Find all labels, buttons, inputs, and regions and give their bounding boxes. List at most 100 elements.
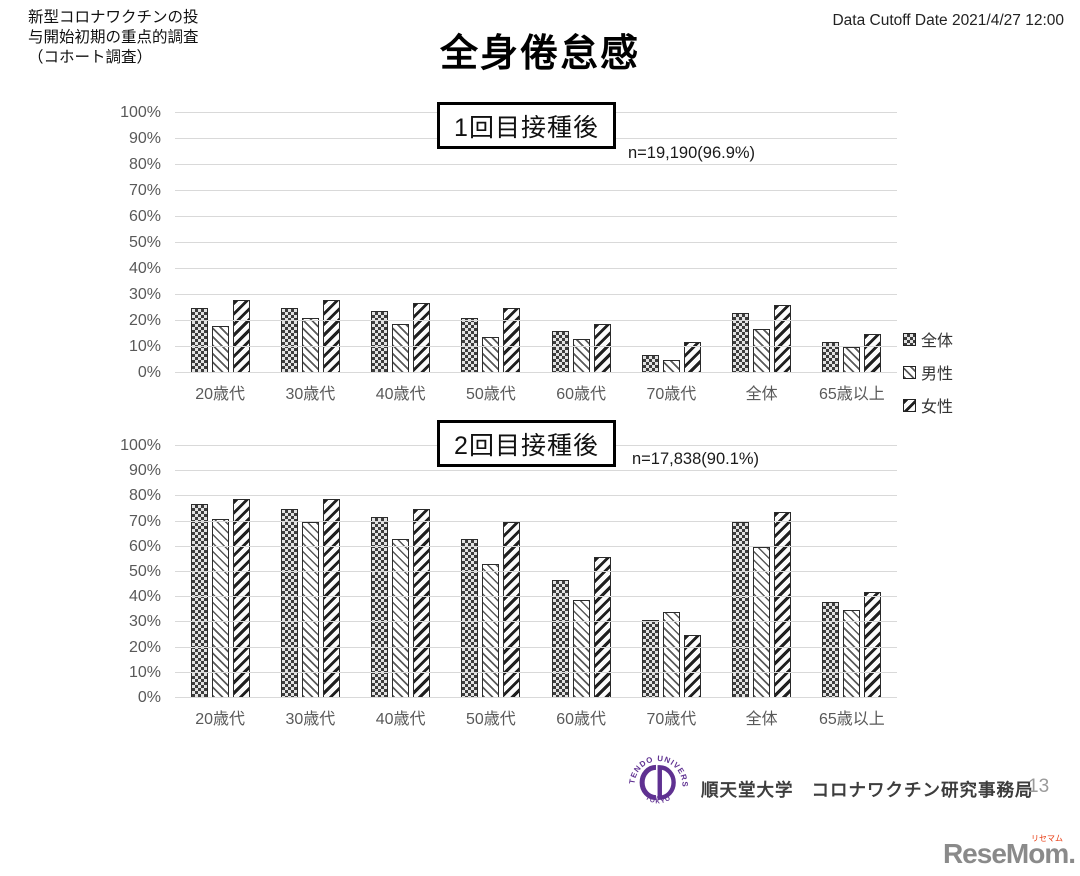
y-tick-label: 60%	[128, 208, 161, 225]
bar-女性-40歳代	[413, 509, 431, 698]
resemom-ruby: リセマム	[1031, 834, 1063, 843]
bar-group-65歳以上	[807, 113, 897, 373]
gridline	[175, 164, 897, 165]
y-tick-label: 0%	[137, 364, 161, 381]
bar-女性-20歳代	[232, 498, 250, 698]
resemom-watermark: リセマム ReseMom.	[943, 835, 1076, 868]
bar-男性-65歳以上	[843, 609, 861, 698]
bar-女性-20歳代	[232, 300, 250, 373]
bar-男性-全体	[753, 546, 771, 698]
bar-group-50歳代	[446, 446, 536, 698]
bar-group-20歳代	[175, 446, 265, 698]
gridline	[175, 242, 897, 243]
bar-全体-65歳以上	[822, 602, 840, 698]
bar-group-全体	[717, 446, 807, 698]
gridline	[175, 545, 897, 547]
gridline	[175, 520, 897, 522]
bar-女性-65歳以上	[864, 592, 882, 698]
page-title: 全身倦怠感	[439, 33, 640, 75]
data-cutoff-date: Data Cutoff Date 2021/4/27 12:00	[832, 12, 1064, 29]
legend-item-female: 女性	[903, 393, 953, 417]
bar-男性-30歳代	[301, 521, 319, 698]
x-tick-label: 30歳代	[285, 711, 336, 728]
gridline	[175, 320, 897, 321]
bar-男性-70歳代	[662, 612, 680, 698]
gridline	[175, 596, 897, 598]
bar-女性-70歳代	[683, 341, 701, 373]
x-tick-label: 全体	[745, 386, 778, 403]
y-tick-label: 70%	[128, 512, 161, 530]
x-tick-label: 50歳代	[465, 386, 516, 403]
gridline	[175, 697, 897, 698]
x-tick-label: 30歳代	[285, 386, 336, 403]
legend-swatch-male-icon	[903, 365, 916, 379]
gridline	[175, 294, 897, 295]
y-tick-label: 20%	[128, 638, 161, 656]
legend-label-male: 男性	[921, 366, 954, 383]
x-axis-second-dose: 20歳代 30歳代 40歳代 50歳代 60歳代 70歳代 全体 65歳以上	[175, 698, 897, 729]
bar-全体-全体	[732, 521, 750, 698]
y-tick-label: 0%	[137, 689, 161, 706]
gridline	[175, 372, 897, 373]
gridline	[175, 346, 897, 347]
dose1-title-box: 1回目接種後	[437, 102, 616, 149]
y-tick-label: 100%	[120, 437, 161, 454]
bar-全体-30歳代	[280, 308, 298, 373]
bar-男性-全体	[753, 328, 771, 373]
survey-note-line2: 与開始初期の重点的調査	[28, 29, 199, 46]
bar-全体-70歳代	[641, 354, 659, 373]
y-tick-label: 80%	[128, 487, 161, 505]
bar-女性-70歳代	[683, 635, 701, 698]
legend-swatch-female-icon	[903, 398, 916, 412]
y-tick-label: 10%	[128, 338, 161, 355]
x-tick-label: 65歳以上	[818, 386, 885, 403]
bar-全体-50歳代	[461, 318, 479, 373]
bar-男性-50歳代	[482, 564, 500, 698]
bar-女性-30歳代	[322, 300, 340, 373]
y-tick-label: 20%	[128, 312, 161, 329]
y-tick-label: 50%	[128, 563, 161, 580]
bar-女性-30歳代	[322, 498, 340, 698]
gridline	[175, 671, 897, 673]
bar-group-40歳代	[356, 113, 446, 373]
y-tick-label: 100%	[120, 104, 161, 121]
page-number: 13	[1028, 776, 1050, 797]
y-tick-label: 90%	[128, 462, 161, 480]
gridline	[175, 190, 897, 191]
bar-女性-50歳代	[503, 308, 521, 373]
bar-女性-全体	[774, 511, 792, 698]
bar-全体-70歳代	[641, 619, 659, 698]
bar-group-65歳以上	[807, 446, 897, 698]
bar-group-全体	[717, 113, 807, 373]
plot-area	[175, 112, 897, 373]
bar-group-40歳代	[356, 446, 446, 698]
bar-group-60歳代	[536, 113, 626, 373]
y-tick-label: 90%	[128, 130, 161, 147]
x-tick-label: 20歳代	[195, 386, 246, 403]
bar-group-70歳代	[626, 113, 716, 373]
svg-text:TOKYO: TOKYO	[644, 794, 673, 805]
chart-first-dose: 0% 10% 20% 30% 40% 50% 60% 70% 80% 90% 100% 20歳代 30…	[120, 104, 897, 403]
bar-全体-60歳代	[551, 331, 569, 373]
bar-全体-50歳代	[461, 539, 479, 698]
bar-女性-全体	[774, 305, 792, 373]
x-tick-label: 60歳代	[556, 386, 607, 403]
dose2-n-label: n=17,838(90.1%)	[632, 450, 760, 468]
bar-女性-60歳代	[593, 323, 611, 373]
legend-item-male: 男性	[903, 360, 953, 384]
x-tick-label: 65歳以上	[818, 711, 885, 728]
bar-男性-40歳代	[392, 323, 410, 373]
gridline	[175, 571, 897, 572]
chart-second-dose: 0% 10% 20% 30% 40% 50% 60% 70% 80% 90% 100% 20歳代 30…	[120, 437, 897, 728]
gridline	[175, 470, 897, 472]
bar-全体-60歳代	[551, 579, 569, 698]
legend-label-female: 女性	[921, 399, 954, 416]
y-tick-label: 10%	[128, 663, 161, 681]
footer-university: 順天堂大学	[701, 780, 794, 800]
survey-note-line1: 新型コロナワクチンの投	[28, 9, 199, 26]
bar-groups	[175, 113, 897, 373]
gridline	[175, 268, 897, 269]
y-tick-label: 50%	[128, 234, 161, 251]
y-axis-second-dose: 0% 10% 20% 30% 40% 50% 60% 70% 80% 90% 100%	[91, 437, 161, 706]
